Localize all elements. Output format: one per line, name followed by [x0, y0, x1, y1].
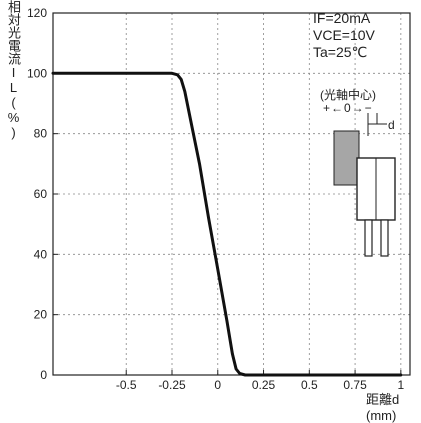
x-tick-label: 0.75 — [343, 378, 367, 392]
condition-ta: Ta=25℃ — [313, 44, 368, 60]
y-axis-char: 対 — [6, 13, 21, 26]
chart: 0 20 40 60 80 100 120 -0.5 -0.25 0 0.25 0.5 0.75 1 — [27, 6, 411, 392]
inset-gray-block — [333, 130, 360, 186]
y-axis-char: 相 — [6, 0, 21, 13]
inset-title: (光軸中心) — [320, 88, 376, 102]
condition-if: IF=20mA — [313, 10, 371, 26]
x-tick-label: 0.5 — [301, 378, 318, 392]
x-tick-label: -0.5 — [116, 378, 137, 392]
y-tick-label: 0 — [40, 368, 47, 382]
x-tick-label: -0.25 — [158, 378, 186, 392]
y-tick-label: 40 — [34, 247, 48, 261]
series-group — [51, 71, 403, 377]
y-tick-label: 20 — [34, 308, 48, 322]
inset-arrows: +←0→− — [323, 101, 373, 115]
y-tick-label: 80 — [34, 127, 48, 141]
y-axis-symbol: IL — [6, 65, 21, 95]
x-axis: -0.5 -0.25 0 0.25 0.5 0.75 1 — [116, 370, 405, 392]
y-tick-label: 60 — [34, 187, 48, 201]
y-axis-char: 光 — [6, 26, 21, 39]
y-axis-unit: (%) — [6, 95, 21, 140]
y-tick-label: 100 — [27, 66, 47, 80]
series-line — [51, 71, 403, 377]
x-axis-title: 距離d (mm) — [366, 392, 400, 423]
x-tick-label: 1 — [398, 378, 405, 392]
y-tick-label: 120 — [27, 6, 47, 20]
inset-d-label: d — [388, 118, 395, 132]
inset-diagram — [333, 113, 396, 257]
x-tick-label: 0 — [214, 378, 221, 392]
condition-vce: VCE=10V — [313, 27, 375, 43]
y-axis-char: 流 — [6, 52, 21, 65]
x-tick-label: 0.25 — [252, 378, 276, 392]
inset-lead-left — [364, 219, 373, 257]
inset-lead-right — [380, 219, 389, 257]
y-axis: 0 20 40 60 80 100 120 — [27, 6, 58, 382]
y-axis-char: 電 — [6, 39, 21, 52]
y-axis-title: 相対光電流IL(%) — [4, 0, 21, 140]
